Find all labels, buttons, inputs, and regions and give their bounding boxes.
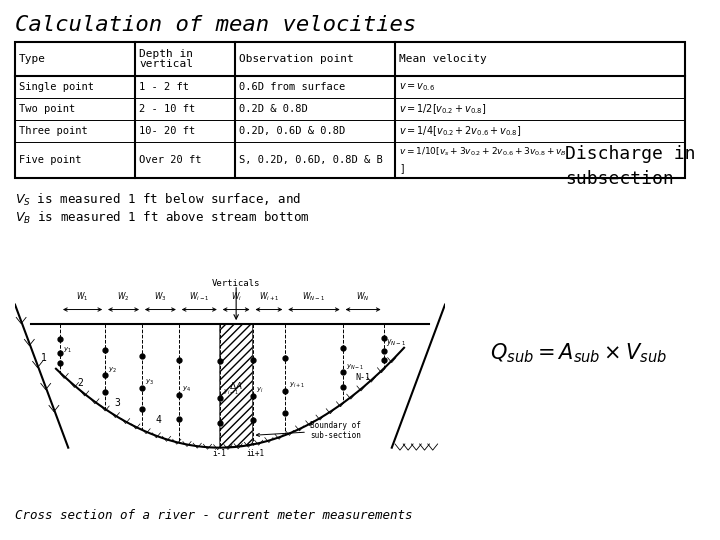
Text: $V_B$ is measured 1 ft above stream bottom: $V_B$ is measured 1 ft above stream bott…	[15, 210, 310, 226]
Text: $V_S$ is measured 1 ft below surface, and: $V_S$ is measured 1 ft below surface, an…	[15, 192, 301, 208]
Text: $y_2$: $y_2$	[109, 366, 117, 375]
Text: Boundary of
sub-section: Boundary of sub-section	[256, 421, 361, 440]
Text: N-1: N-1	[356, 373, 371, 382]
Polygon shape	[220, 325, 253, 448]
Text: 1: 1	[41, 353, 47, 363]
Text: i+1: i+1	[241, 449, 264, 458]
Text: $W_3$: $W_3$	[154, 291, 166, 303]
Text: $v=1/10[v_s+3v_{0.2}+2v_{0.6}+3v_{0.8}+v_B$: $v=1/10[v_s+3v_{0.2}+2v_{0.6}+3v_{0.8}+v…	[399, 146, 567, 158]
Text: $y_1$: $y_1$	[63, 346, 72, 355]
Text: Five point: Five point	[19, 155, 81, 165]
Text: 0.6D from surface: 0.6D from surface	[239, 82, 346, 92]
Text: $y_3$: $y_3$	[145, 378, 154, 387]
Text: $W_2$: $W_2$	[117, 291, 130, 303]
Text: Single point: Single point	[19, 82, 94, 92]
Text: $y_{i+1}$: $y_{i+1}$	[289, 381, 305, 390]
Text: $\Delta A$: $\Delta A$	[229, 380, 243, 391]
Text: Cross section of a river - current meter measurements: Cross section of a river - current meter…	[15, 509, 413, 522]
Text: 2 - 10 ft: 2 - 10 ft	[139, 104, 195, 114]
Text: Discharge in
subsection: Discharge in subsection	[565, 145, 696, 188]
Text: 1 - 2 ft: 1 - 2 ft	[139, 82, 189, 92]
Text: $Q_{sub} = A_{sub} \times V_{sub}$: $Q_{sub} = A_{sub} \times V_{sub}$	[490, 341, 667, 365]
Text: $W_i$: $W_i$	[230, 291, 242, 303]
Text: $W_N$: $W_N$	[356, 291, 370, 303]
Text: 10- 20 ft: 10- 20 ft	[139, 126, 195, 136]
Text: $y_{i-1}$: $y_{i-1}$	[223, 388, 239, 397]
Text: 0.2D, 0.6D & 0.8D: 0.2D, 0.6D & 0.8D	[239, 126, 346, 136]
Text: 3: 3	[114, 398, 120, 408]
Text: $W_1$: $W_1$	[76, 291, 89, 303]
Text: $W_{i+1}$: $W_{i+1}$	[258, 291, 279, 303]
Text: $v = v_{0.6}$: $v = v_{0.6}$	[399, 81, 435, 93]
Text: $W_{i-1}$: $W_{i-1}$	[189, 291, 210, 303]
Text: $y_i$: $y_i$	[256, 386, 264, 395]
Text: Over 20 ft: Over 20 ft	[139, 155, 202, 165]
Text: 2: 2	[78, 378, 84, 388]
Text: Three point: Three point	[19, 126, 88, 136]
Text: $y_4$: $y_4$	[182, 385, 192, 394]
Text: Mean velocity: Mean velocity	[399, 54, 487, 64]
Text: Observation point: Observation point	[239, 54, 354, 64]
Text: $v=1/4[v_{0.2}+2v_{0.6}+v_{0.8}]$: $v=1/4[v_{0.2}+2v_{0.6}+v_{0.8}]$	[399, 124, 522, 138]
Text: S, 0.2D, 0.6D, 0.8D & B: S, 0.2D, 0.6D, 0.8D & B	[239, 155, 383, 165]
Text: 0.2D & 0.8D: 0.2D & 0.8D	[239, 104, 307, 114]
Text: $v=1/2[v_{0.2}+v_{0.8}]$: $v=1/2[v_{0.2}+v_{0.8}]$	[399, 102, 486, 116]
Text: 4: 4	[156, 415, 161, 425]
Text: $W_{N-1}$: $W_{N-1}$	[302, 291, 325, 303]
Bar	[15, 42, 685, 178]
Text: $y_{N-1}$: $y_{N-1}$	[386, 336, 406, 348]
Text: Calculation of mean velocities: Calculation of mean velocities	[15, 15, 416, 35]
Text: Verticals: Verticals	[212, 279, 261, 288]
Text: ]: ]	[399, 163, 405, 173]
Text: Two point: Two point	[19, 104, 76, 114]
Text: i: i	[246, 449, 251, 458]
Text: i-1: i-1	[213, 449, 227, 458]
Text: Depth in: Depth in	[139, 49, 193, 59]
Text: Type: Type	[19, 54, 46, 64]
Text: vertical: vertical	[139, 59, 193, 69]
Text: $y_{N-1}$: $y_{N-1}$	[346, 363, 364, 373]
